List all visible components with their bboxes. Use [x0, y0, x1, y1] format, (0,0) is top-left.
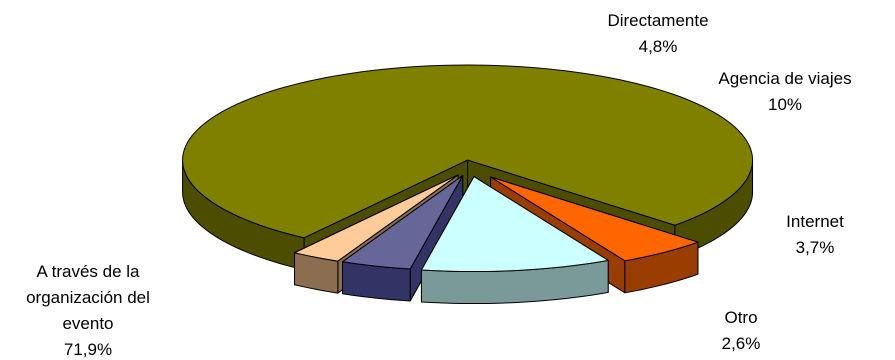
- slice-value-label: 2,6%: [722, 334, 761, 353]
- slice-name-label: Directamente: [607, 11, 708, 30]
- slice-value-label: 71,9%: [64, 340, 112, 359]
- slice-name-label: Agencia de viajes: [718, 69, 851, 88]
- slice-name-label: organización del: [26, 288, 150, 307]
- slice-value-label: 3,7%: [796, 238, 835, 257]
- pie-slice-2: [420, 176, 609, 305]
- slice-label-0: A través de la organización del evento 71,9…: [26, 262, 150, 359]
- pie-slice-3: [342, 175, 464, 302]
- slice-label-1: Directamente 4,8%: [607, 11, 708, 56]
- slice-name-label: A través de la: [36, 262, 140, 281]
- slice-name-label: Internet: [786, 212, 844, 231]
- pie-slice-top: [294, 174, 459, 262]
- slice-name-label: evento: [62, 314, 113, 333]
- slice-name-label: Otro: [724, 308, 757, 327]
- pie-slice-top: [342, 175, 464, 270]
- pie-slice-top: [490, 176, 699, 262]
- slice-label-3: Internet 3,7%: [786, 212, 844, 257]
- pie-slice-top: [420, 176, 609, 273]
- slice-value-label: 10%: [768, 95, 802, 114]
- slice-label-2: Agencia de viajes 10%: [718, 69, 851, 114]
- slice-label-4: Otro 2,6%: [722, 308, 761, 353]
- slice-value-label: 4,8%: [639, 37, 678, 56]
- pie-slice-top: [182, 64, 754, 239]
